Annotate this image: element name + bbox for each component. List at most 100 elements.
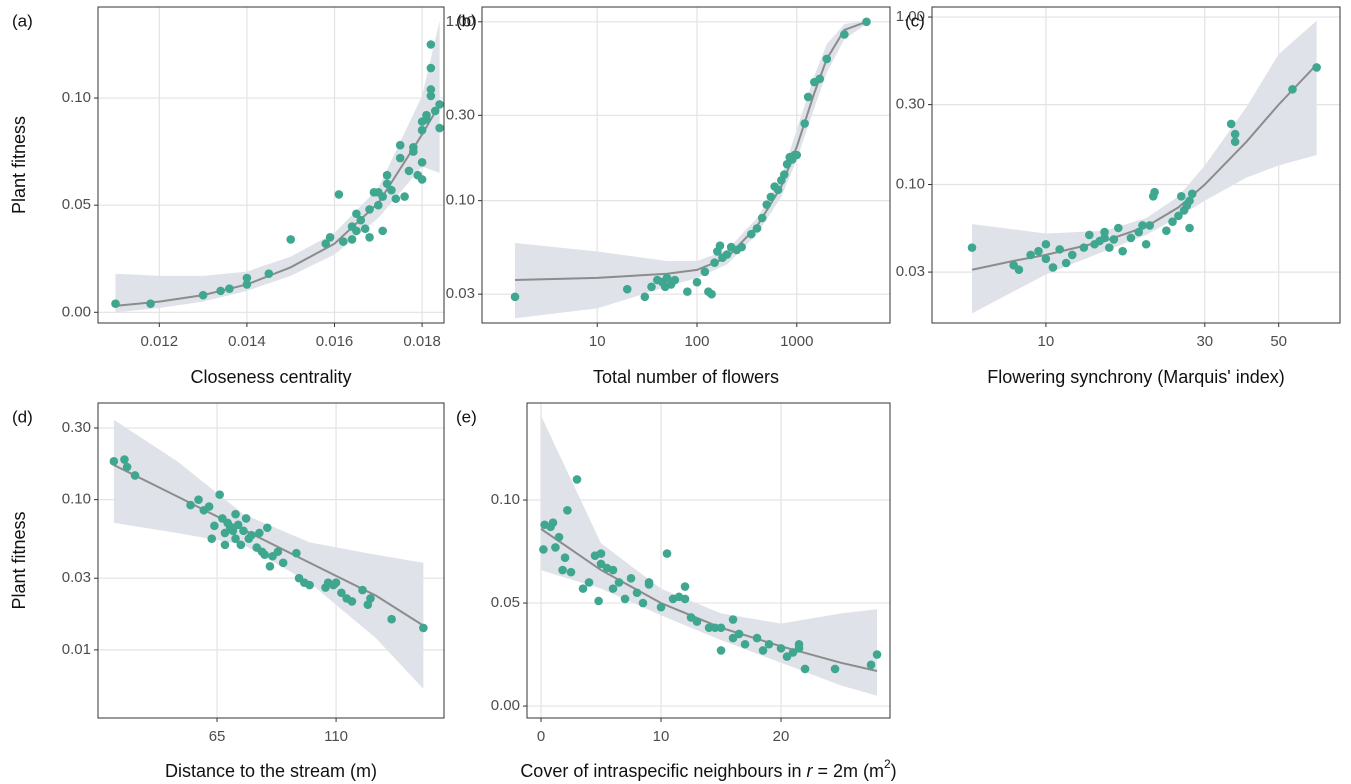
y-tick-label: 0.00 [491, 697, 520, 714]
x-axis-title-part: Closeness centrality [190, 367, 351, 387]
x-axis-title-part: r [806, 761, 813, 781]
data-point [109, 457, 119, 466]
data-point [746, 229, 756, 239]
data-point [752, 633, 762, 643]
data-point [686, 613, 696, 622]
data-point [1185, 223, 1194, 233]
data-point [1230, 129, 1240, 139]
x-tick-label: 10 [653, 728, 670, 745]
data-point [560, 553, 570, 563]
data-point [716, 646, 726, 655]
data-point [1312, 63, 1321, 72]
data-point [366, 594, 375, 603]
data-point [710, 623, 720, 633]
data-point [716, 623, 726, 633]
data-point [788, 648, 798, 657]
data-point [822, 54, 832, 64]
data-point [554, 532, 564, 542]
x-axis-title-part: ) [891, 761, 897, 781]
data-point [334, 190, 344, 199]
panel-label: (b) [456, 11, 477, 30]
x-axis-title-part: 2 [884, 757, 891, 771]
x-tick-label: 0.012 [141, 333, 179, 350]
data-point [430, 106, 440, 116]
x-axis-title-part: Total number of flowers [593, 367, 779, 387]
data-point [551, 543, 560, 552]
x-axis-title: Cover of intraspecific neighbours in r =… [520, 757, 896, 781]
data-point [766, 192, 776, 202]
data-point [286, 235, 296, 244]
data-point [400, 192, 409, 201]
data-point [1079, 243, 1089, 252]
data-point [228, 526, 238, 536]
data-point [365, 205, 374, 214]
data-point [111, 299, 120, 309]
data-point [1026, 250, 1035, 260]
x-tick-label: 0.014 [228, 333, 266, 350]
data-point [264, 269, 274, 279]
plot-frame [481, 6, 891, 324]
confidence-band [515, 20, 867, 319]
data-point [242, 273, 252, 283]
data-point [220, 540, 230, 550]
y-axis-title: Plant fitness [9, 116, 29, 214]
data-point [352, 226, 361, 236]
data-point [1048, 263, 1058, 272]
y-tick-label: 0.10 [446, 192, 475, 209]
y-tick-label: 1.00 [896, 8, 925, 25]
data-point [417, 158, 427, 167]
data-point [231, 534, 240, 543]
data-point [374, 200, 383, 210]
panel-label: (d) [12, 407, 33, 426]
data-point [1134, 227, 1144, 237]
data-point [215, 490, 224, 499]
data-point [358, 585, 367, 595]
data-point [331, 578, 341, 588]
data-point [794, 644, 804, 653]
data-point [866, 660, 876, 670]
y-tick-label: 0.03 [896, 263, 925, 280]
x-tick-label: 20 [773, 728, 790, 745]
data-point [338, 237, 348, 246]
data-point [260, 550, 269, 560]
data-point [596, 559, 606, 569]
data-point [347, 235, 357, 244]
data-point [247, 530, 256, 540]
data-point [1118, 246, 1127, 256]
data-point [426, 63, 436, 73]
y-tick-label: 0.05 [62, 196, 91, 213]
data-point [387, 185, 396, 195]
data-point [840, 30, 849, 39]
data-point [1126, 233, 1136, 243]
x-axis-title: Distance to the stream (m) [165, 761, 377, 781]
data-point [614, 578, 624, 587]
panel-label: (a) [12, 11, 33, 30]
panel-label: (c) [905, 11, 925, 30]
x-tick-label: 1000 [780, 333, 813, 350]
x-tick-label: 50 [1270, 333, 1287, 350]
data-point [426, 91, 436, 101]
x-tick-label: 30 [1196, 333, 1213, 350]
data-point [815, 74, 825, 84]
data-point [707, 289, 716, 299]
data-point [862, 17, 871, 27]
data-point [782, 652, 792, 661]
data-point [325, 233, 335, 242]
fit-line [514, 20, 867, 282]
confidence-band [115, 20, 440, 313]
x-axis-title-part: Flowering synchrony (Marquis' index) [987, 367, 1285, 387]
data-point [255, 528, 264, 538]
data-point [387, 614, 396, 624]
y-tick-label: 0.05 [491, 594, 520, 611]
panel: 0 10 20 0.00 0.05 0.10 (e) Cover of intraspecif… [456, 402, 897, 781]
data-point [740, 639, 750, 649]
data-point [1100, 227, 1109, 237]
data-point [758, 646, 768, 655]
data-point [622, 284, 632, 294]
confidence-band [972, 20, 1317, 314]
data-point [1174, 211, 1183, 221]
data-point [130, 471, 140, 480]
data-point [146, 299, 155, 309]
data-point [692, 277, 702, 287]
